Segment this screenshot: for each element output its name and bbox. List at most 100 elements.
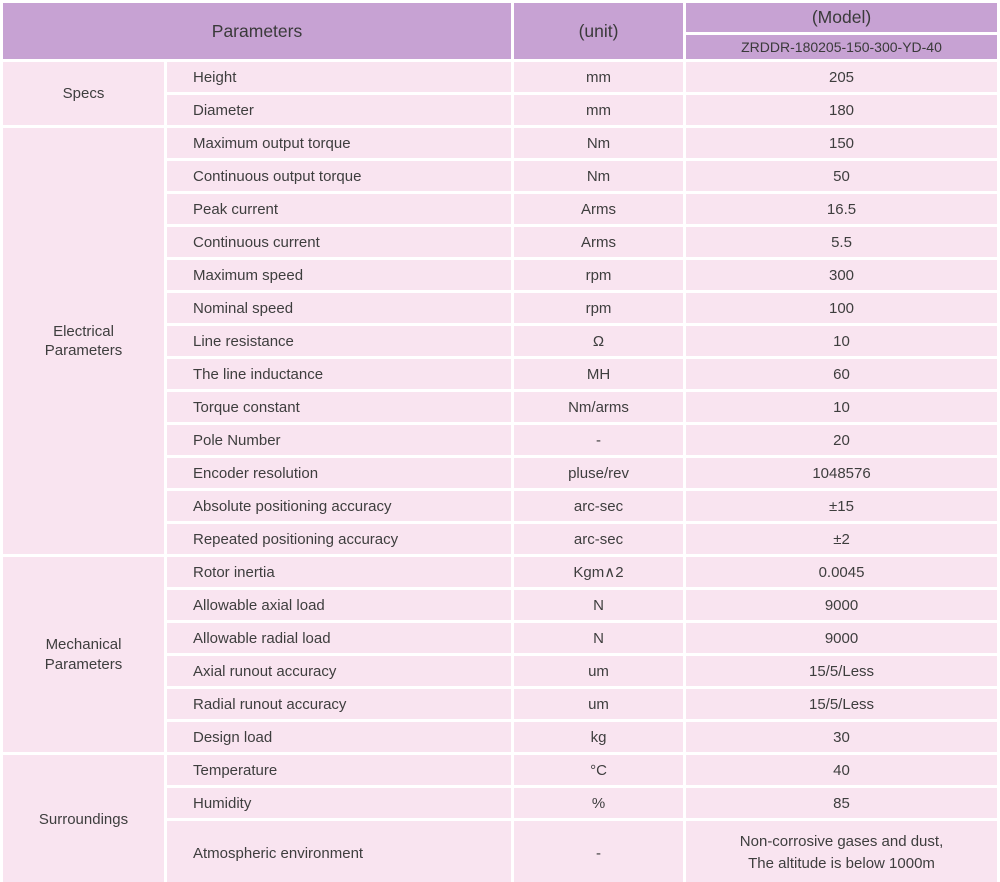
unit-cell: MH — [514, 359, 684, 389]
table-row: Continuous current Arms 5.5 — [3, 227, 998, 257]
table-row: Pole Number - 20 — [3, 425, 998, 455]
table-row: Electrical Parameters Maximum output tor… — [3, 128, 998, 554]
table-row: Allowable radial load N 9000 — [3, 623, 998, 653]
unit-cell: Arms — [514, 227, 684, 257]
unit-cell: - — [514, 821, 684, 882]
value-cell: 15/5/Less — [686, 656, 998, 686]
unit-cell: Nm — [514, 161, 684, 191]
table-row: Torque constant Nm/arms 10 — [3, 392, 998, 422]
unit-cell: arc-sec — [514, 491, 684, 521]
param-cell: Torque constant — [167, 392, 512, 422]
value-cell: 60 — [686, 359, 998, 389]
value-cell: ±15 — [686, 491, 998, 521]
value-cell: 30 — [686, 722, 998, 752]
unit-cell: mm — [514, 95, 684, 125]
param-cell: Maximum output torque — [167, 128, 512, 158]
unit-cell: Nm/arms — [514, 392, 684, 422]
value-cell: 205 — [686, 62, 998, 92]
unit-cell: Nm — [514, 128, 684, 158]
table-row: Humidity % 85 — [3, 788, 998, 818]
table-row: Atmospheric environment - Non-corrosive … — [3, 821, 998, 882]
unit-cell: arc-sec — [514, 524, 684, 554]
param-cell: Axial runout accuracy — [167, 656, 512, 686]
header-row: Parameters (unit) (Model) — [3, 3, 998, 59]
unit-cell: °C — [514, 755, 684, 785]
value-cell: 10 — [686, 392, 998, 422]
value-cell: 300 — [686, 260, 998, 290]
value-cell: Non-corrosive gases and dust, The altitu… — [686, 821, 998, 882]
table-row: Design load kg 30 — [3, 722, 998, 752]
table-row: Surroundings Temperature °C 40 — [3, 755, 998, 882]
table-row: Specs Height mm 205 — [3, 62, 998, 125]
value-cell: 1048576 — [686, 458, 998, 488]
group-cell-electrical: Electrical Parameters — [3, 128, 164, 554]
unit-cell: um — [514, 656, 684, 686]
unit-cell: - — [514, 425, 684, 455]
header-model: (Model) — [686, 3, 998, 32]
unit-cell: mm — [514, 62, 684, 92]
table-row: Radial runout accuracy um 15/5/Less — [3, 689, 998, 719]
unit-cell: rpm — [514, 293, 684, 323]
param-cell: Pole Number — [167, 425, 512, 455]
param-cell: Continuous current — [167, 227, 512, 257]
unit-cell: kg — [514, 722, 684, 752]
value-cell: 85 — [686, 788, 998, 818]
value-cell: 16.5 — [686, 194, 998, 224]
table-header: Parameters (unit) (Model) ZRDDR-180205-1… — [3, 3, 998, 59]
table-row: Peak current Arms 16.5 — [3, 194, 998, 224]
value-cell: 0.0045 — [686, 557, 998, 587]
unit-cell: Arms — [514, 194, 684, 224]
unit-cell: Kgm∧2 — [514, 557, 684, 587]
value-cell: ±2 — [686, 524, 998, 554]
group-cell-surroundings: Surroundings — [3, 755, 164, 882]
header-unit: (unit) — [514, 3, 684, 59]
table-row: Nominal speed rpm 100 — [3, 293, 998, 323]
value-cell: 10 — [686, 326, 998, 356]
value-cell: 9000 — [686, 590, 998, 620]
unit-cell: rpm — [514, 260, 684, 290]
value-cell: 15/5/Less — [686, 689, 998, 719]
param-cell: Absolute positioning accuracy — [167, 491, 512, 521]
param-cell: Peak current — [167, 194, 512, 224]
header-model-row: ZRDDR-180205-150-300-YD-40 — [3, 35, 998, 59]
table-row: Axial runout accuracy um 15/5/Less — [3, 656, 998, 686]
unit-cell: % — [514, 788, 684, 818]
param-cell: Height — [167, 62, 512, 92]
group-cell-mechanical: Mechanical Parameters — [3, 557, 164, 752]
table-row: Repeated positioning accuracy arc-sec ±2 — [3, 524, 998, 554]
value-cell: 50 — [686, 161, 998, 191]
param-cell: Design load — [167, 722, 512, 752]
param-cell: Continuous output torque — [167, 161, 512, 191]
value-cell: 180 — [686, 95, 998, 125]
value-cell: 5.5 — [686, 227, 998, 257]
param-cell: Encoder resolution — [167, 458, 512, 488]
param-cell: Humidity — [167, 788, 512, 818]
param-cell: The line inductance — [167, 359, 512, 389]
param-cell: Temperature — [167, 755, 512, 785]
table-row: Mechanical Parameters Rotor inertia Kgm∧… — [3, 557, 998, 752]
table-row: Absolute positioning accuracy arc-sec ±1… — [3, 491, 998, 521]
param-cell: Diameter — [167, 95, 512, 125]
param-cell: Allowable radial load — [167, 623, 512, 653]
unit-cell: pluse/rev — [514, 458, 684, 488]
param-cell: Maximum speed — [167, 260, 512, 290]
group-cell-specs: Specs — [3, 62, 164, 125]
param-cell: Line resistance — [167, 326, 512, 356]
table-row: Continuous output torque Nm 50 — [3, 161, 998, 191]
header-parameters: Parameters — [3, 3, 512, 59]
value-cell: 40 — [686, 755, 998, 785]
table-row: Line resistance Ω 10 — [3, 326, 998, 356]
table-row: Maximum speed rpm 300 — [3, 260, 998, 290]
table-row: Allowable axial load N 9000 — [3, 590, 998, 620]
value-cell: 100 — [686, 293, 998, 323]
value-cell: 150 — [686, 128, 998, 158]
unit-cell: N — [514, 623, 684, 653]
param-cell: Nominal speed — [167, 293, 512, 323]
table-row: Encoder resolution pluse/rev 1048576 — [3, 458, 998, 488]
table-row: Diameter mm 180 — [3, 95, 998, 125]
param-cell: Atmospheric environment — [167, 821, 512, 882]
unit-cell: N — [514, 590, 684, 620]
param-cell: Allowable axial load — [167, 590, 512, 620]
